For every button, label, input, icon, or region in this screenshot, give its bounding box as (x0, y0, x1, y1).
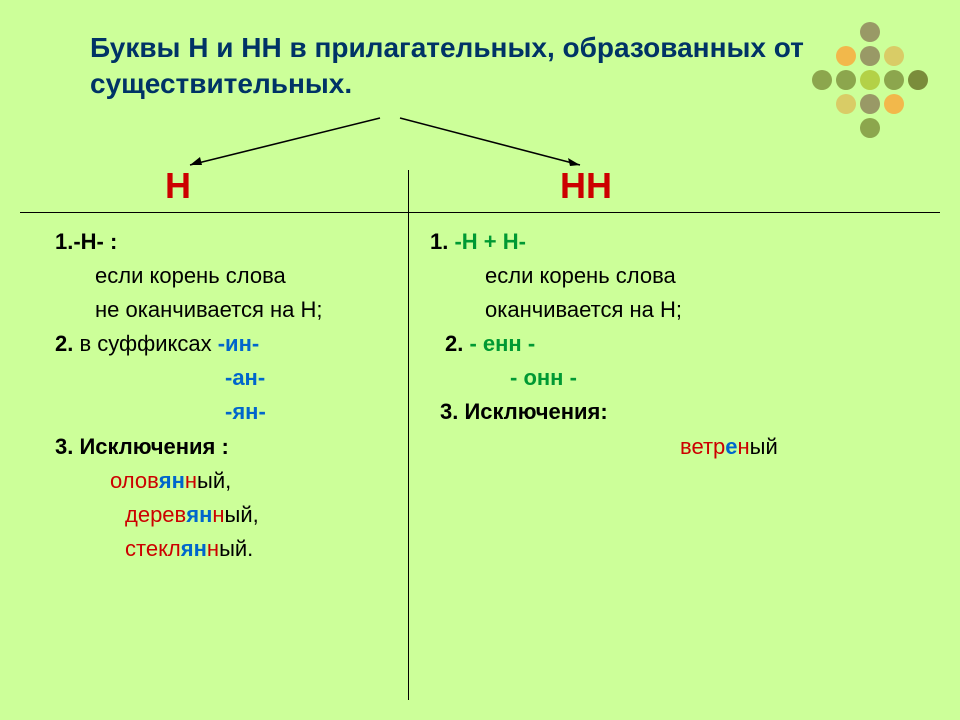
exception-3: стеклянный. (55, 532, 395, 566)
rule-1r-line-a: если корень слова (430, 259, 830, 293)
left-column: 1.-Н- : если корень слова не оканчиваетс… (55, 225, 395, 566)
exception-r1: ветреный (430, 430, 830, 464)
exception-1: оловянный, (55, 464, 395, 498)
rule-3-r: 3. Исключения: (430, 395, 830, 429)
arrow-lines (0, 110, 960, 170)
rule-1-r: 1. -Н + Н- (430, 225, 830, 259)
rule-2: 2. в суффиксах -ин- (55, 327, 395, 361)
slide-title: Буквы Н и НН в прилагательных, образован… (90, 30, 820, 103)
rule-1-line-a: если корень слова (55, 259, 395, 293)
suffix-an: -ан- (55, 361, 395, 395)
vertical-divider (408, 170, 409, 700)
horizontal-divider (20, 212, 940, 213)
header-nn: НН (560, 165, 612, 207)
rule-1-line-b: не оканчивается на Н; (55, 293, 395, 327)
rule-1: 1.-Н- : (55, 225, 395, 259)
right-column: 1. -Н + Н- если корень слова оканчиваетс… (430, 225, 830, 464)
suffix-yan: -ян- (55, 395, 395, 429)
suffix-onn: - онн - (430, 361, 830, 395)
rule-1r-line-b: оканчивается на Н; (430, 293, 830, 327)
header-n: Н (165, 165, 191, 207)
exception-2: деревянный, (55, 498, 395, 532)
rule-2-r: 2. - енн - (430, 327, 830, 361)
rule-3: 3. Исключения : (55, 430, 395, 464)
